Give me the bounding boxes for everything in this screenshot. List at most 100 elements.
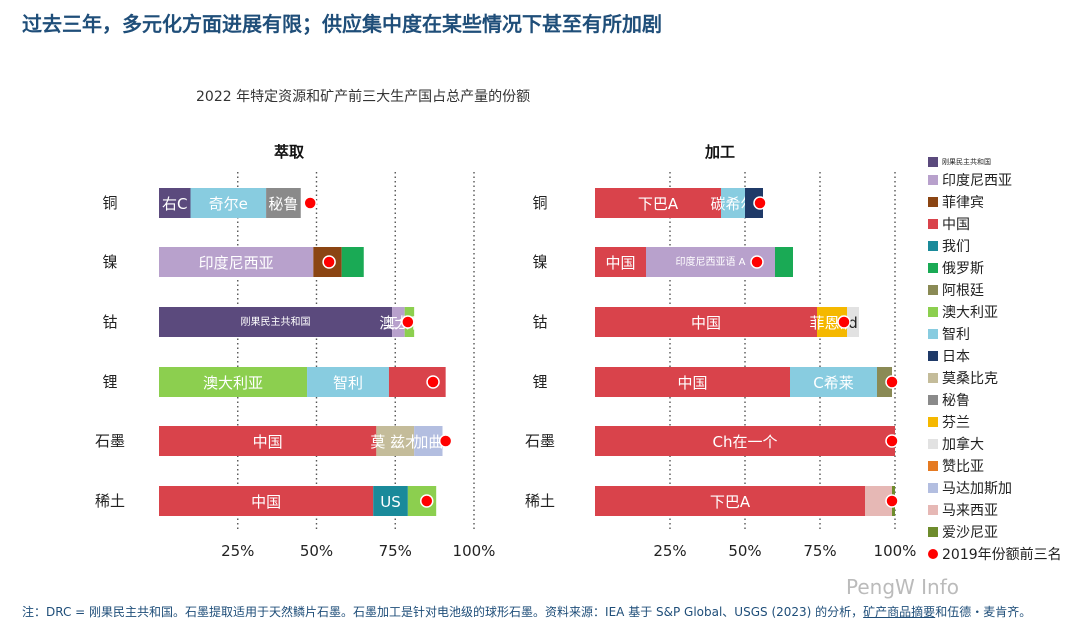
legend-swatch: [928, 417, 938, 427]
bar-label: 莫 兹木: [370, 433, 420, 451]
legend-swatch: [928, 461, 938, 471]
bar-segment: [790, 367, 877, 397]
bar-label: 下巴A: [710, 493, 751, 511]
legend-label: 智利: [942, 327, 970, 343]
category-label: 石墨: [95, 432, 125, 450]
legend-swatch: [928, 505, 938, 515]
bar-label: 中国: [677, 374, 707, 392]
legend-label: 刚果民主共和国: [942, 158, 991, 166]
legend-item: 加拿大: [928, 434, 984, 454]
bar-label: 奇尔e: [209, 195, 248, 213]
dot-2019: [401, 315, 415, 329]
bar-label: Ch在一个: [713, 433, 778, 451]
bar-segment: [877, 367, 892, 397]
dot-2019: [753, 196, 767, 210]
legend-item: 印度尼西亚: [928, 170, 1012, 190]
legend-swatch: [928, 157, 938, 167]
bar-label: 澳大利亚: [203, 374, 263, 392]
footnote-text: 注：DRC = 刚果民主共和国。石墨提取适用于天然鳞片石墨。石墨加工是针对电池级…: [22, 605, 864, 619]
bar-segment: [595, 367, 790, 397]
watermark: PengW Info: [846, 575, 960, 599]
legend-swatch: [928, 241, 938, 251]
bar-label: d: [848, 314, 858, 332]
bar-label: C希莱: [813, 374, 853, 392]
category-label: 钴: [532, 313, 547, 331]
legend-item: 秘鲁: [928, 390, 970, 410]
dot-2019: [885, 375, 899, 389]
legend-item: 澳大利亚: [928, 302, 998, 322]
category-label: 铜: [532, 194, 547, 212]
legend-label: 澳大利亚: [942, 305, 998, 321]
legend-item: 芬兰: [928, 412, 970, 432]
footnote: 注：DRC = 刚果民主共和国。石墨提取适用于天然鳞片石墨。石墨加工是针对电池级…: [22, 603, 1062, 621]
bar-segment: [373, 486, 408, 516]
legend-item: 菲律宾: [928, 192, 984, 212]
tick-label: 50%: [728, 542, 761, 560]
legend-swatch: [928, 219, 938, 229]
legend-label: 芬兰: [942, 415, 970, 431]
tick-label: 25%: [653, 542, 686, 560]
dot-2019: [885, 434, 899, 448]
bar-label: 右C: [162, 195, 187, 213]
legend-item: 日本: [928, 346, 970, 366]
legend-label: 菲律宾: [942, 195, 984, 211]
footnote-tail: 和伍德・麦肯齐。: [935, 605, 1032, 619]
legend-swatch: [928, 395, 938, 405]
legend-label: 阿根廷: [942, 283, 984, 299]
bar-label: 下巴A: [638, 195, 679, 213]
legend-label: 我们: [942, 239, 970, 255]
legend-swatch: [928, 197, 938, 207]
category-label: 镍: [532, 253, 547, 271]
dot-2019: [885, 494, 899, 508]
legend-swatch: [928, 175, 938, 185]
bar-label: 印度尼西亚语 A: [675, 255, 745, 268]
panel-title: 加工: [704, 143, 735, 161]
dot-2019: [420, 494, 434, 508]
legend-label: 日本: [942, 349, 970, 365]
bar-segment: [159, 188, 191, 218]
category-label: 石墨: [525, 432, 555, 450]
panel-title: 萃取: [274, 143, 305, 161]
bar-label: 刚果民主共和国: [241, 316, 311, 328]
category-label: 稀土: [525, 492, 555, 510]
dot-2019: [322, 255, 336, 269]
dot-2019: [837, 315, 851, 329]
bar-segment: [159, 367, 308, 397]
tick-label: 50%: [300, 542, 333, 560]
legend-label: 秘鲁: [942, 393, 970, 409]
legend-swatch: [928, 439, 938, 449]
bar-segment: [376, 426, 415, 456]
legend-label: 爱沙尼亚: [942, 525, 998, 541]
tick-label: 75%: [379, 542, 412, 560]
category-label: 锂: [532, 373, 547, 391]
legend-label: 印度尼西亚: [942, 173, 1012, 189]
legend-swatch: [928, 285, 938, 295]
bar-segment: [266, 188, 301, 218]
bar-label: 中国: [253, 433, 283, 451]
legend-label: 2019年份额前三名: [942, 547, 1062, 563]
dot-2019: [303, 196, 317, 210]
tick-label: 25%: [221, 542, 254, 560]
category-label: 锂: [102, 373, 117, 391]
category-label: 钴: [102, 313, 117, 331]
category-label: 镍: [102, 253, 117, 271]
legend-label: 赞比亚: [942, 459, 984, 475]
page-title: 过去三年，多元化方面进展有限；供应集中度在某些情况下甚至有所加剧: [22, 12, 662, 36]
bar-segment: [414, 426, 443, 456]
dot-2019: [438, 434, 453, 448]
footnote-link[interactable]: 矿产商品摘要: [863, 605, 936, 619]
legend-item: 我们: [928, 236, 970, 256]
legend-dot-icon: [928, 549, 938, 559]
bar-segment: [595, 486, 865, 516]
legend-label: 莫桑比克: [942, 371, 998, 387]
dot-2019: [426, 375, 440, 389]
bar-segment: [595, 307, 817, 337]
bar-segment: [595, 247, 646, 277]
legend-swatch: [928, 483, 938, 493]
bar-label: 智利: [333, 374, 363, 392]
legend-item: 赞比亚: [928, 456, 984, 476]
legend-item: 马来西亚: [928, 500, 998, 520]
legend-label: 中国: [942, 217, 970, 233]
legend-swatch: [928, 527, 938, 537]
bar-segment: [595, 426, 895, 456]
